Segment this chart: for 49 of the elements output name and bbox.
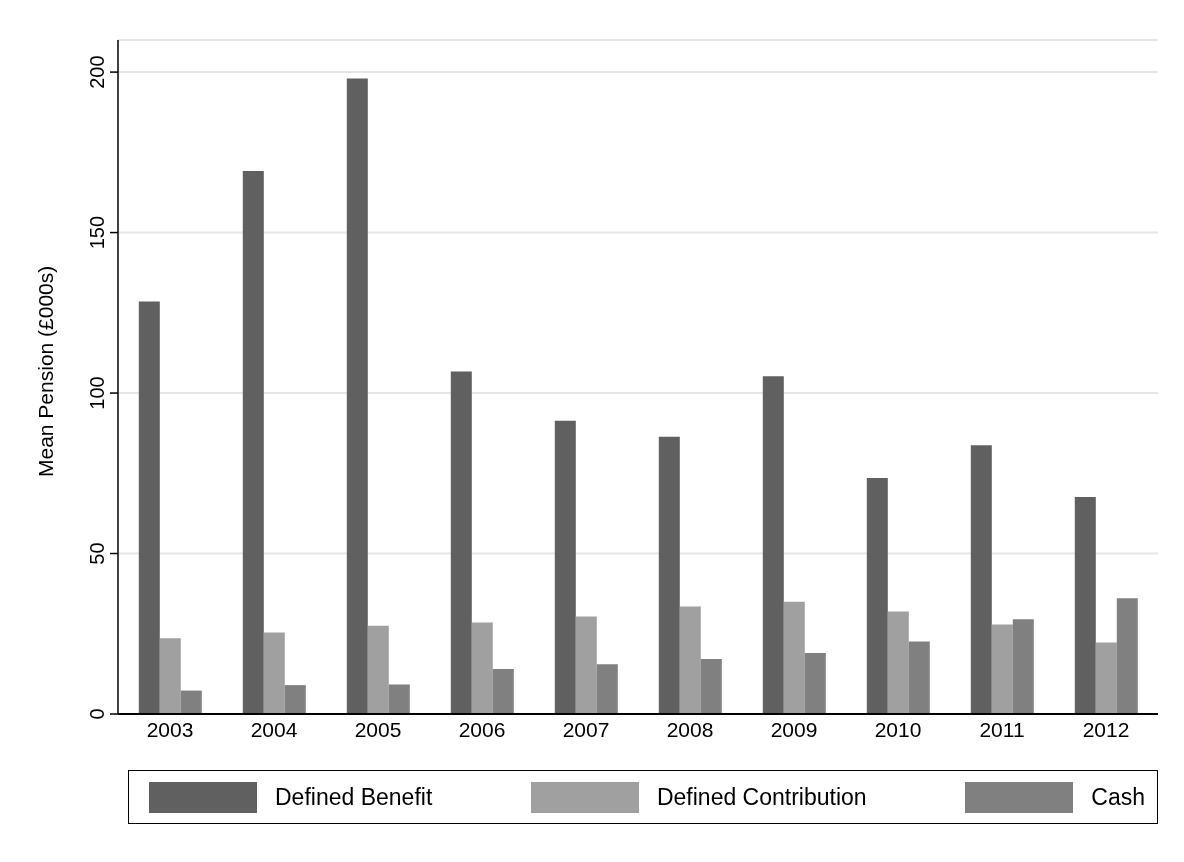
bar xyxy=(471,622,493,714)
x-tick-label: 2004 xyxy=(250,717,298,741)
y-tick-label: 150 xyxy=(86,215,108,250)
y-tick-label: 50 xyxy=(86,542,108,565)
bar xyxy=(887,611,909,714)
bar xyxy=(970,445,992,714)
bar xyxy=(554,420,576,714)
bar xyxy=(138,301,160,714)
bar xyxy=(284,685,306,714)
bar xyxy=(762,376,784,714)
legend-label: Cash xyxy=(1091,783,1145,811)
bar xyxy=(180,690,202,714)
bar xyxy=(388,684,410,714)
y-axis-title: Mean Pension (£000s) xyxy=(34,265,58,477)
bar xyxy=(242,170,264,714)
bar xyxy=(866,478,888,714)
x-tick-label: 2008 xyxy=(666,717,714,741)
legend-label: Defined Benefit xyxy=(275,783,433,811)
x-tick-label: 2009 xyxy=(770,717,818,741)
bar xyxy=(679,606,701,714)
bar xyxy=(783,601,805,714)
bar xyxy=(991,624,1013,714)
bar xyxy=(700,659,722,714)
bar xyxy=(1074,497,1096,714)
y-tick-label: 200 xyxy=(86,55,108,89)
bar xyxy=(367,625,389,714)
bar xyxy=(1095,642,1117,714)
bar xyxy=(1012,619,1034,714)
bar xyxy=(575,616,597,714)
legend-label: Defined Contribution xyxy=(656,783,867,811)
x-tick-label: 2006 xyxy=(458,717,506,741)
bar xyxy=(159,638,181,714)
bar xyxy=(492,669,514,714)
bar xyxy=(908,641,930,714)
x-tick-label: 2011 xyxy=(979,717,1025,741)
y-tick-label: 0 xyxy=(86,708,108,720)
x-tick-label: 2012 xyxy=(1082,717,1130,741)
bar xyxy=(804,653,826,714)
bar xyxy=(263,632,285,714)
x-tick-label: 2003 xyxy=(146,717,194,741)
x-tick-label: 2010 xyxy=(874,717,922,741)
bar xyxy=(450,371,472,714)
bar xyxy=(1116,598,1138,714)
bar xyxy=(346,78,368,714)
x-tick-label: 2005 xyxy=(354,717,402,741)
x-tick-label: 2007 xyxy=(562,717,610,741)
bar xyxy=(658,436,680,714)
bar xyxy=(596,664,618,714)
y-tick-label: 100 xyxy=(86,376,108,410)
